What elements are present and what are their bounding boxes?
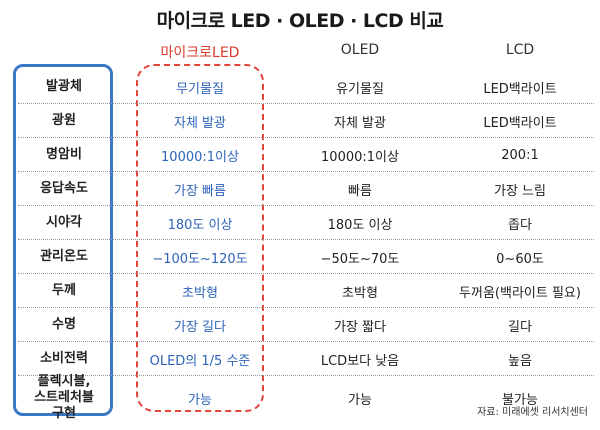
cell-lcd: 200:1: [501, 147, 539, 163]
column-header-lcd: LCD: [505, 42, 535, 58]
row-divider: [18, 171, 594, 172]
source-note: 자료: 미래에셋 리서치센터: [477, 407, 588, 418]
cell-lcd: 높음: [508, 353, 532, 369]
table-row: 수명 가장 길다 가장 짧다 길다: [0, 308, 600, 342]
cell-lcd: 0~60도: [496, 251, 544, 267]
table-row: 응답속도 가장 빠름 빠름 가장 느림: [0, 172, 600, 206]
cell-micro-led: 가장 빠름: [174, 183, 226, 199]
cell-lcd: 좁다: [508, 217, 532, 233]
cell-oled: 180도 이상: [327, 217, 393, 233]
row-category: 수명: [52, 317, 76, 332]
cell-oled: 초박형: [342, 285, 378, 301]
row-divider: [18, 307, 594, 308]
cell-oled: 가능: [348, 392, 372, 408]
cell-micro-led: 초박형: [182, 285, 218, 301]
table-row: 광원 자체 발광 자체 발광 LED백라이트: [0, 104, 600, 138]
category-column-frame: [13, 64, 113, 416]
cell-oled: 빠름: [348, 183, 372, 199]
cell-oled: 10000:1이상: [321, 149, 399, 165]
cell-micro-led: 10000:1이상: [161, 149, 239, 165]
cell-micro-led: OLED의 1/5 수준: [149, 353, 251, 369]
row-category: 시야각: [46, 215, 82, 230]
cell-lcd: 두꺼움(백라이트 필요): [459, 285, 581, 301]
row-category: 광원: [52, 113, 76, 128]
column-header-micro-led: 마이크로LED: [160, 45, 240, 61]
table-row: 두께 초박형 초박형 두꺼움(백라이트 필요): [0, 274, 600, 308]
row-category: 관리온도: [40, 249, 88, 264]
row-category: 발광체: [46, 79, 82, 94]
cell-oled: 자체 발광: [334, 115, 386, 131]
row-divider: [18, 341, 594, 342]
row-category: 명암비: [46, 147, 82, 162]
cell-lcd: LED백라이트: [483, 115, 557, 131]
row-category: 플렉시블, 스트레처블 구현: [34, 374, 94, 421]
row-divider: [18, 103, 594, 104]
cell-micro-led: 가능: [188, 392, 212, 408]
cell-lcd: LED백라이트: [483, 81, 557, 97]
cell-oled: 가장 짧다: [334, 319, 386, 335]
column-header-oled: OLED: [340, 42, 380, 58]
row-divider: [18, 239, 594, 240]
cell-oled: 유기물질: [336, 81, 384, 97]
row-category: 소비전력: [40, 351, 88, 366]
page-title: 마이크로 LED · OLED · LCD 비교: [156, 10, 444, 32]
row-category: 두께: [52, 283, 76, 298]
cell-lcd: 길다: [508, 319, 532, 335]
row-divider: [18, 137, 594, 138]
cell-lcd: 불가능: [502, 392, 538, 408]
cell-oled: LCD보다 낮음: [320, 353, 400, 369]
row-category: 응답속도: [40, 181, 88, 196]
table-row: 소비전력 OLED의 1/5 수준 LCD보다 낮음 높음: [0, 342, 600, 376]
cell-oled: −50도~70도: [320, 251, 400, 267]
table-row: 플렉시블, 스트레처블 구현 가능 가능 불가능: [0, 374, 600, 421]
table-row: 관리온도 −100도~120도 −50도~70도 0~60도: [0, 240, 600, 274]
cell-micro-led: 가장 길다: [174, 319, 226, 335]
cell-micro-led: 자체 발광: [174, 115, 226, 131]
micro-led-highlight-frame: [136, 64, 264, 412]
row-divider: [18, 273, 594, 274]
cell-lcd: 가장 느림: [494, 183, 546, 199]
table-row: 명암비 10000:1이상 10000:1이상 200:1: [0, 138, 600, 172]
cell-micro-led: −100도~120도: [152, 251, 248, 267]
row-divider: [18, 205, 594, 206]
cell-micro-led: 무기물질: [176, 81, 224, 97]
cell-micro-led: 180도 이상: [167, 217, 233, 233]
table-row: 발광체 무기물질 유기물질 LED백라이트: [0, 70, 600, 104]
table-row: 시야각 180도 이상 180도 이상 좁다: [0, 206, 600, 240]
row-divider: [18, 375, 594, 376]
